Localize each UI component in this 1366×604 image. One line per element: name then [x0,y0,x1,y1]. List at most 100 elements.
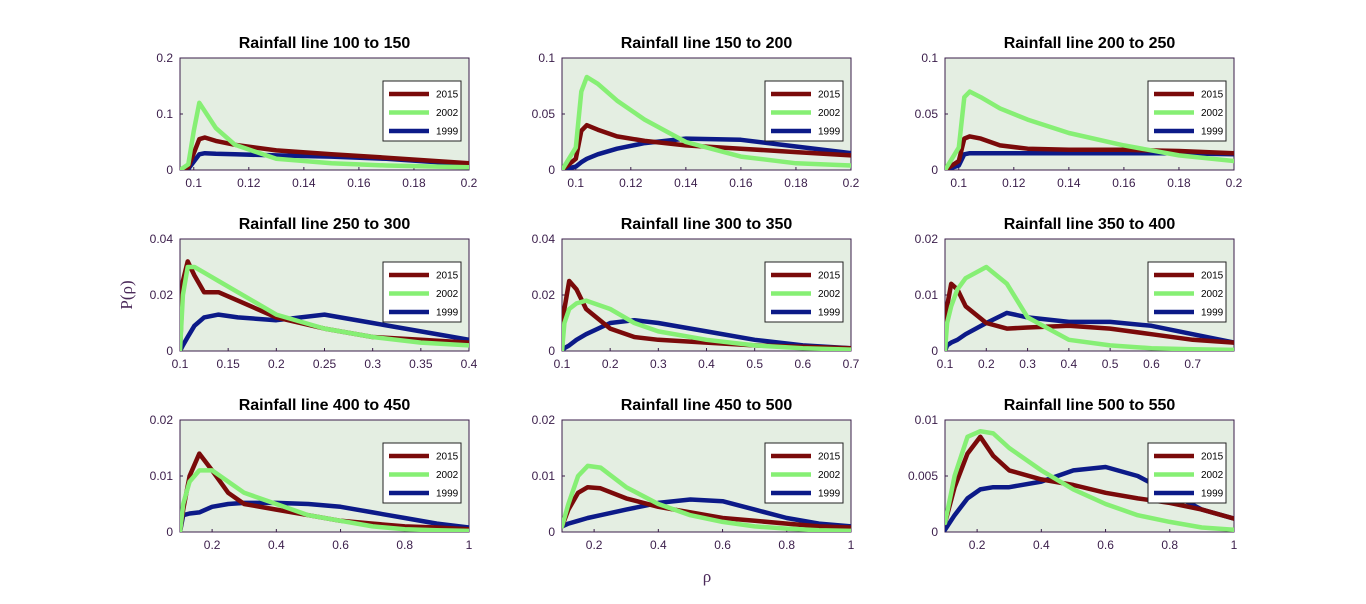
x-tick-label: 0.4 [650,538,667,552]
figure-ylabel: P(ρ) [117,280,136,309]
y-tick-label: 0.1 [156,107,173,121]
panel-title: Rainfall line 500 to 550 [1004,397,1176,414]
legend-label: 2015 [818,271,841,282]
series-line-2002 [562,74,851,170]
x-tick-label: 0.1 [567,176,584,190]
panel-title: Rainfall line 300 to 350 [621,216,793,233]
series-line-2015 [180,451,469,532]
legend-label: 1999 [818,308,841,319]
x-tick-label: 0.2 [1226,176,1243,190]
y-tick-label: 0.01 [150,469,174,483]
legend-label: 2002 [818,108,841,119]
x-tick-label: 0.14 [292,176,316,190]
legend-label: 2002 [1201,470,1224,481]
legend-label: 1999 [1201,127,1224,138]
y-tick-label: 0.2 [156,51,173,65]
legend-label: 2002 [1201,289,1224,300]
x-tick-label: 0.18 [1167,176,1191,190]
y-tick-label: 0.01 [915,413,939,427]
x-tick-label: 0.6 [1143,357,1160,371]
legend-label: 2015 [436,452,459,463]
legend-label: 2002 [1201,108,1224,119]
x-tick-label: 0.25 [313,357,337,371]
x-tick-label: 0.3 [1019,357,1036,371]
x-tick-label: 0.1 [172,357,189,371]
x-tick-label: 0.2 [204,538,221,552]
x-tick-label: 0.12 [237,176,261,190]
legend: 2015 2002 1999 [382,261,462,323]
y-tick-label: 0 [548,163,555,177]
series-line-2002 [180,468,469,532]
x-tick-label: 0.7 [843,357,860,371]
x-tick-label: 0.2 [969,538,986,552]
x-tick-label: 0.4 [698,357,715,371]
legend-label: 1999 [1201,489,1224,500]
legend-label: 2002 [436,470,459,481]
legend-label: 2002 [818,470,841,481]
panel-title: Rainfall line 100 to 150 [239,35,411,52]
x-tick-label: 0.2 [586,538,603,552]
y-tick-label: 0.005 [908,469,938,483]
y-tick-label: 0 [931,525,938,539]
x-tick-label: 0.8 [396,538,413,552]
legend-label: 2015 [818,90,841,101]
x-tick-label: 1 [466,538,473,552]
series-line-1999 [562,317,851,351]
x-tick-label: 0.6 [1097,538,1114,552]
y-tick-label: 0.01 [532,469,556,483]
series-line-1999 [945,150,1234,170]
series-line-2015 [180,135,469,170]
panel-3: Rainfall line 200 to 250 0.1 0.12 0.14 0.16 0… [915,35,1243,190]
legend-label: 2015 [1201,452,1224,463]
series-line-2002 [945,428,1234,532]
series-group [562,463,851,532]
series-line-1999 [945,310,1234,351]
x-tick-label: 0.12 [1002,176,1026,190]
x-tick-label: 0.2 [978,357,995,371]
legend-label: 2015 [818,452,841,463]
legend: 2015 2002 1999 [764,80,844,142]
y-tick-label: 0.02 [150,413,174,427]
legend: 2015 2002 1999 [1147,261,1227,323]
legend: 2015 2002 1999 [764,442,844,504]
series-group [180,259,469,351]
x-tick-label: 0.18 [784,176,808,190]
x-tick-label: 0.1 [554,357,571,371]
x-tick-label: 0.4 [1033,538,1050,552]
x-tick-label: 0.4 [268,538,285,552]
x-tick-label: 0.6 [332,538,349,552]
legend: 2015 2002 1999 [1147,442,1227,504]
legend: 2015 2002 1999 [1147,80,1227,142]
y-tick-label: 0 [931,344,938,358]
x-tick-label: 0.12 [619,176,643,190]
y-tick-label: 0.02 [532,413,556,427]
x-tick-label: 0.8 [778,538,795,552]
legend-label: 1999 [436,489,459,500]
x-tick-label: 0.16 [1112,176,1136,190]
x-tick-label: 0.16 [347,176,371,190]
x-tick-label: 0.16 [729,176,753,190]
y-tick-label: 0.05 [532,107,556,121]
x-tick-label: 0.35 [409,357,433,371]
legend-label: 2015 [436,271,459,282]
x-tick-label: 0.2 [843,176,860,190]
y-tick-label: 0 [548,344,555,358]
legend-label: 2015 [436,90,459,101]
panel-1: Rainfall line 100 to 150 0.1 0.12 0.14 0.16 0… [156,35,477,190]
series-group [945,264,1234,351]
figure-xlabel: ρ [703,567,711,586]
series-line-2002 [562,463,851,532]
x-tick-label: 0.5 [1102,357,1119,371]
y-tick-label: 0 [931,163,938,177]
x-tick-label: 0.15 [216,357,240,371]
legend-label: 2015 [1201,90,1224,101]
y-tick-label: 0.1 [921,51,938,65]
legend-label: 1999 [818,127,841,138]
panel-8: Rainfall line 450 to 500 0.2 0.4 0.6 0.8 1 0 0.… [532,397,855,552]
series-line-2015 [945,281,1234,351]
series-group [562,278,851,351]
panel-4: Rainfall line 250 to 300 0.1 0.15 0.2 0.25 0.… [150,216,478,371]
legend-label: 2002 [818,289,841,300]
x-tick-label: 0.2 [268,357,285,371]
x-tick-label: 0.2 [602,357,619,371]
